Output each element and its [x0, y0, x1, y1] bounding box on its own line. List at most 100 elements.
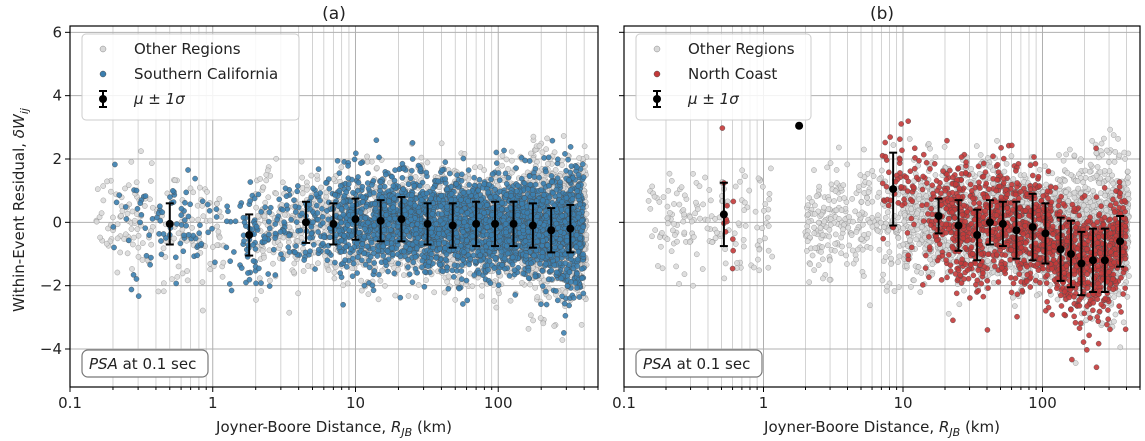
point-other	[129, 208, 136, 215]
point-other	[98, 210, 105, 216]
point-other	[171, 235, 177, 242]
point-other	[583, 232, 590, 238]
point-region	[565, 156, 571, 163]
point-region	[549, 137, 556, 144]
point-other	[184, 268, 190, 274]
scatter-points	[93, 133, 590, 343]
point-region	[377, 179, 384, 185]
point-other	[445, 273, 452, 280]
point-other	[174, 274, 181, 280]
point-region	[464, 297, 471, 304]
point-region	[460, 301, 466, 307]
point-region	[543, 301, 550, 308]
point-region	[266, 225, 273, 232]
point-region	[213, 206, 220, 212]
point-region	[187, 201, 193, 208]
point-other	[578, 321, 585, 328]
point-other	[131, 217, 138, 224]
point-region	[359, 183, 366, 190]
point-region	[579, 161, 586, 167]
point-other	[374, 165, 380, 171]
point-region	[196, 230, 203, 236]
point-region	[454, 238, 460, 245]
point-other	[93, 218, 100, 225]
y-axis-label-sub: ij	[18, 107, 31, 114]
point-region	[543, 288, 549, 295]
point-other	[454, 279, 460, 285]
point-other	[299, 190, 306, 197]
point-other	[315, 260, 321, 267]
point-other	[478, 293, 485, 300]
point-region	[399, 175, 406, 181]
point-region	[349, 273, 356, 279]
point-region	[395, 260, 402, 267]
point-other	[175, 263, 182, 270]
point-region	[401, 248, 407, 255]
point-other	[220, 259, 227, 266]
point-other	[423, 277, 429, 283]
point-other	[552, 167, 559, 173]
point-other	[299, 174, 305, 181]
point-other	[493, 304, 500, 311]
point-other	[540, 320, 547, 327]
point-other	[219, 273, 226, 280]
point-other	[184, 277, 191, 284]
point-region	[177, 240, 184, 247]
point-other	[527, 281, 533, 288]
point-region	[142, 193, 149, 199]
point-other	[260, 184, 267, 191]
point-other	[97, 234, 103, 241]
point-region	[471, 174, 477, 181]
point-other	[519, 279, 525, 286]
point-region	[397, 253, 404, 260]
point-region	[265, 271, 271, 277]
point-other	[125, 182, 132, 189]
point-other	[534, 294, 541, 300]
point-other	[331, 269, 338, 276]
point-region	[170, 188, 176, 194]
point-other	[160, 288, 167, 295]
point-other	[479, 282, 485, 289]
point-other	[134, 226, 141, 232]
point-other	[530, 133, 537, 140]
point-other	[377, 277, 384, 284]
point-region	[489, 171, 496, 177]
point-region	[258, 209, 264, 215]
point-other	[318, 184, 324, 191]
point-other	[129, 266, 135, 272]
point-other	[532, 285, 539, 291]
point-other	[119, 208, 126, 214]
point-other	[100, 183, 107, 189]
point-region	[265, 218, 272, 225]
point-other	[261, 213, 268, 220]
point-other	[413, 294, 419, 300]
point-region	[288, 216, 294, 223]
point-region	[574, 270, 580, 277]
point-other	[270, 260, 276, 267]
point-region	[338, 205, 345, 212]
point-region	[376, 271, 382, 278]
point-region	[539, 283, 546, 289]
point-region	[332, 192, 338, 198]
point-region	[228, 287, 235, 294]
point-region	[266, 209, 273, 216]
point-region	[412, 254, 419, 260]
point-region	[554, 251, 560, 258]
point-region	[574, 256, 581, 263]
point-region	[110, 224, 117, 230]
point-region	[548, 173, 555, 179]
point-other	[265, 167, 271, 174]
point-other	[314, 172, 320, 179]
point-region	[173, 280, 179, 287]
point-other	[108, 188, 114, 195]
point-other	[545, 161, 551, 167]
point-region	[536, 174, 542, 181]
point-region	[238, 265, 245, 271]
point-other	[131, 234, 137, 241]
point-region	[293, 243, 299, 249]
point-other	[214, 223, 220, 230]
point-other	[544, 135, 550, 142]
point-region	[522, 238, 529, 245]
point-region	[340, 301, 346, 308]
